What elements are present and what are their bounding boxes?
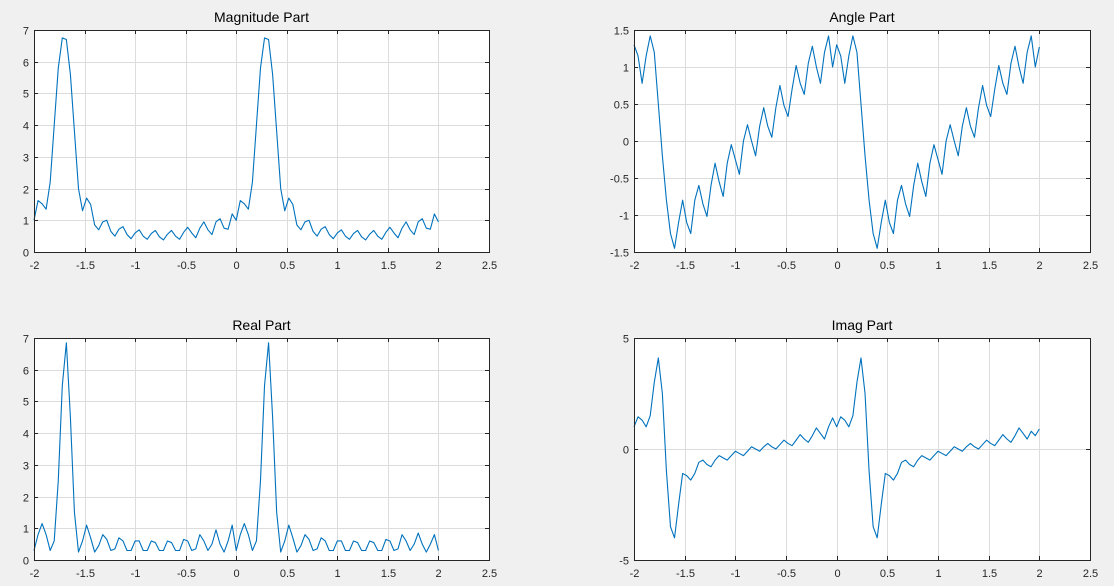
real-x-tick-label: -0.5 (177, 568, 196, 580)
magnitude-x-tick-label: -1 (131, 260, 141, 272)
angle-y-tick-label: 0 (623, 137, 629, 149)
angle-chart-title: Angle Part (829, 9, 894, 25)
magnitude-x-tick-label: -1.5 (76, 260, 95, 272)
magnitude-x-tick-label: -2 (30, 260, 40, 272)
imag-y-tick-label: -5 (619, 556, 629, 568)
magnitude-plot-area (34, 30, 489, 252)
imag-chart: -2 -1.5 -1 -0.5 0 0.5 1 1.5 2 2.5 -5 0 5 Imag Part (619, 317, 1098, 580)
magnitude-series-line (33, 37, 439, 241)
magnitude-x-tick-label: 0 (233, 260, 239, 272)
real-x-tick-label: -2 (30, 568, 40, 580)
real-x-tick-label: 1.5 (381, 568, 396, 580)
real-x-tick-label: 0 (233, 568, 239, 580)
real-series-line (33, 342, 439, 553)
magnitude-y-tick-label: 2 (23, 185, 29, 197)
real-x-tick-label: -1 (131, 568, 141, 580)
magnitude-x-tick-label: 0.5 (280, 260, 295, 272)
magnitude-y-tick-label: 7 (23, 26, 29, 38)
angle-x-tick-label: 0.5 (880, 260, 895, 272)
magnitude-axes-box (34, 30, 490, 253)
imag-chart-title: Imag Part (832, 317, 893, 333)
magnitude-y-tick-label: 4 (23, 121, 29, 133)
real-y-tick-label: 6 (23, 366, 29, 378)
real-y-tick-label: 3 (23, 461, 29, 473)
angle-x-tick-label: 2 (1036, 260, 1042, 272)
angle-y-tick-label: -1 (619, 211, 629, 223)
real-x-tick-label: 0.5 (280, 568, 295, 580)
magnitude-x-tick-label: 2.5 (482, 260, 497, 272)
angle-x-tick-label: -1.5 (676, 260, 695, 272)
imag-x-tick-label: 1.5 (982, 568, 997, 580)
real-x-tick-label: 1 (334, 568, 340, 580)
real-y-tick-label: 1 (23, 524, 29, 536)
angle-y-tick-label: -1.5 (610, 248, 629, 260)
magnitude-x-tick-label: 1.5 (381, 260, 396, 272)
magnitude-chart: -2 -1.5 -1 -0.5 0 0.5 1 1.5 2 2.5 0 1 2 3 4 5 6 7 Magnitud… (23, 9, 497, 272)
real-y-tick-label: 0 (23, 556, 29, 568)
real-axes-box (34, 338, 490, 561)
magnitude-y-tick-label: 1 (23, 216, 29, 228)
imag-x-tick-label: -2 (630, 568, 640, 580)
imag-x-tick-label: -0.5 (777, 568, 796, 580)
magnitude-y-tick-label: 6 (23, 58, 29, 70)
magnitude-y-tick-label: 5 (23, 89, 29, 101)
real-y-tick-label: 4 (23, 429, 29, 441)
imag-x-tick-label: 0 (834, 568, 840, 580)
real-x-tick-label: -1.5 (76, 568, 95, 580)
real-x-tick-label: 2 (435, 568, 441, 580)
angle-series-line (633, 35, 1040, 249)
angle-x-tick-label: 0 (834, 260, 840, 272)
angle-x-tick-label: 1.5 (982, 260, 997, 272)
imag-x-tick-label: -1.5 (676, 568, 695, 580)
real-y-tick-label: 7 (23, 334, 29, 346)
magnitude-y-tick-label: 0 (23, 248, 29, 260)
angle-y-tick-label: 1 (623, 63, 629, 75)
angle-y-tick-label: 0.5 (614, 100, 629, 112)
angle-x-tick-label: -1 (731, 260, 741, 272)
imag-x-tick-label: 0.5 (880, 568, 895, 580)
angle-x-tick-label: -0.5 (777, 260, 796, 272)
imag-y-tick-label: 0 (623, 445, 629, 457)
imag-x-tick-label: -1 (731, 568, 741, 580)
magnitude-x-tick-label: 1 (334, 260, 340, 272)
imag-y-tick-label: 5 (623, 334, 629, 346)
real-y-tick-label: 2 (23, 493, 29, 505)
angle-x-tick-label: -2 (630, 260, 640, 272)
imag-x-tick-label: 2 (1036, 568, 1042, 580)
magnitude-chart-title: Magnitude Part (214, 9, 309, 25)
real-x-tick-label: 2.5 (482, 568, 497, 580)
magnitude-x-tick-label: -0.5 (177, 260, 196, 272)
angle-x-tick-label: 2.5 (1083, 260, 1098, 272)
angle-x-tick-label: 1 (935, 260, 941, 272)
imag-x-tick-label: 1 (935, 568, 941, 580)
angle-y-tick-label: -0.5 (610, 174, 629, 186)
angle-y-tick-label: 1.5 (614, 26, 629, 38)
imag-x-tick-label: 2.5 (1083, 568, 1098, 580)
real-chart: -2 -1.5 -1 -0.5 0 0.5 1 1.5 2 2.5 0 1 2 3 4 5 6 7 Real Par… (23, 317, 497, 580)
magnitude-x-tick-label: 2 (435, 260, 441, 272)
angle-chart: -2 -1.5 -1 -0.5 0 0.5 1 1.5 2 2.5-1.5-1-0.500.511… (610, 9, 1098, 272)
real-chart-title: Real Part (232, 317, 290, 333)
magnitude-y-tick-label: 3 (23, 153, 29, 165)
imag-series-line (633, 357, 1040, 539)
real-y-tick-label: 5 (23, 397, 29, 409)
